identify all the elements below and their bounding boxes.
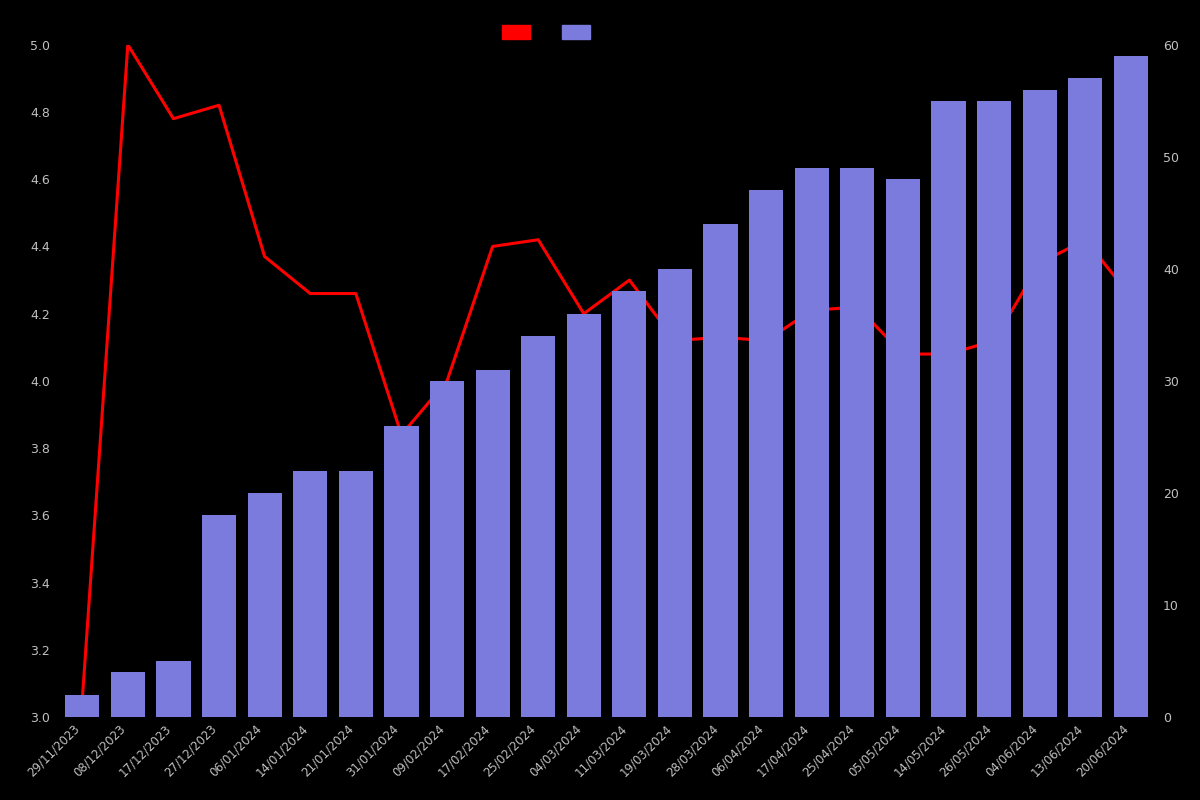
Bar bbox=[977, 101, 1012, 718]
Bar bbox=[794, 168, 829, 718]
Bar bbox=[521, 336, 556, 718]
Bar bbox=[886, 179, 920, 718]
Bar bbox=[1114, 56, 1148, 718]
Bar bbox=[840, 168, 875, 718]
Bar bbox=[110, 672, 145, 718]
Bar bbox=[931, 101, 966, 718]
Bar bbox=[293, 470, 328, 718]
Bar bbox=[430, 381, 464, 718]
Bar bbox=[384, 426, 419, 718]
Bar bbox=[338, 470, 373, 718]
Bar bbox=[749, 190, 784, 718]
Bar bbox=[475, 370, 510, 718]
Bar bbox=[65, 694, 100, 718]
Bar bbox=[612, 291, 647, 718]
Bar bbox=[1068, 78, 1103, 718]
Bar bbox=[202, 515, 236, 718]
Legend: , : , bbox=[496, 18, 607, 46]
Bar bbox=[156, 661, 191, 718]
Bar bbox=[1022, 90, 1057, 718]
Bar bbox=[566, 314, 601, 718]
Bar bbox=[658, 269, 692, 718]
Bar bbox=[703, 224, 738, 718]
Bar bbox=[247, 493, 282, 718]
